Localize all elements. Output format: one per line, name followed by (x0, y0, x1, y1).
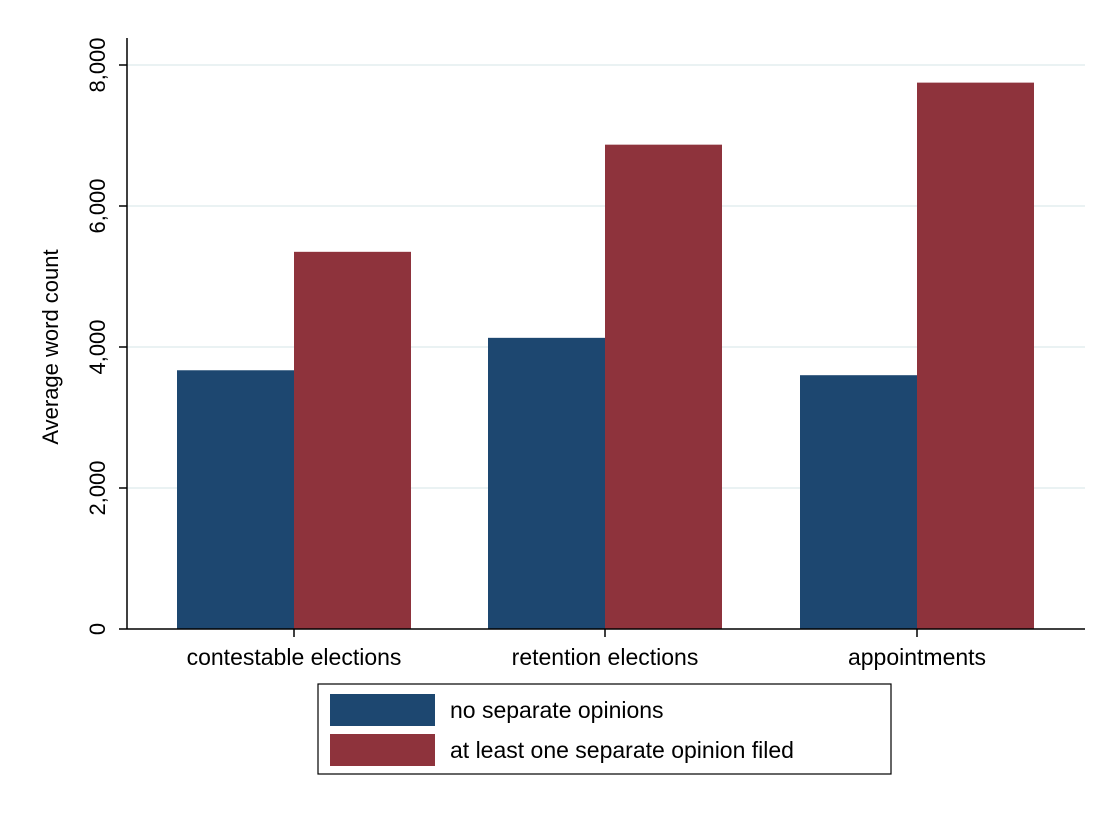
legend: no separate opinions at least one separat… (317, 683, 892, 775)
y-tick-label: 8,000 (85, 37, 110, 92)
x-category-labels: contestable elections retention elections… (187, 629, 986, 670)
bar-no-separate-0 (177, 370, 294, 629)
y-tick-label: 4,000 (85, 319, 110, 374)
x-category-label: retention elections (512, 644, 699, 670)
y-tick-label: 2,000 (85, 460, 110, 515)
y-tick-label: 0 (85, 623, 110, 635)
bars (177, 82, 1034, 630)
bar-no-separate-2 (800, 375, 917, 629)
bar-separate-filed-2 (917, 82, 1034, 629)
y-ticks: 0 2,000 4,000 6,000 8,000 (85, 37, 127, 635)
y-tick-label: 6,000 (85, 178, 110, 233)
y-axis-title: Average word count (38, 249, 63, 444)
legend-swatch (330, 694, 435, 726)
x-category-label: contestable elections (187, 644, 402, 670)
bar-separate-filed-0 (294, 251, 411, 629)
legend-label: no separate opinions (450, 697, 664, 723)
bar-no-separate-1 (488, 337, 605, 629)
legend-label: at least one separate opinion filed (450, 737, 794, 763)
x-category-label: appointments (848, 644, 986, 670)
legend-swatch (330, 734, 435, 766)
bar-separate-filed-1 (605, 144, 722, 630)
